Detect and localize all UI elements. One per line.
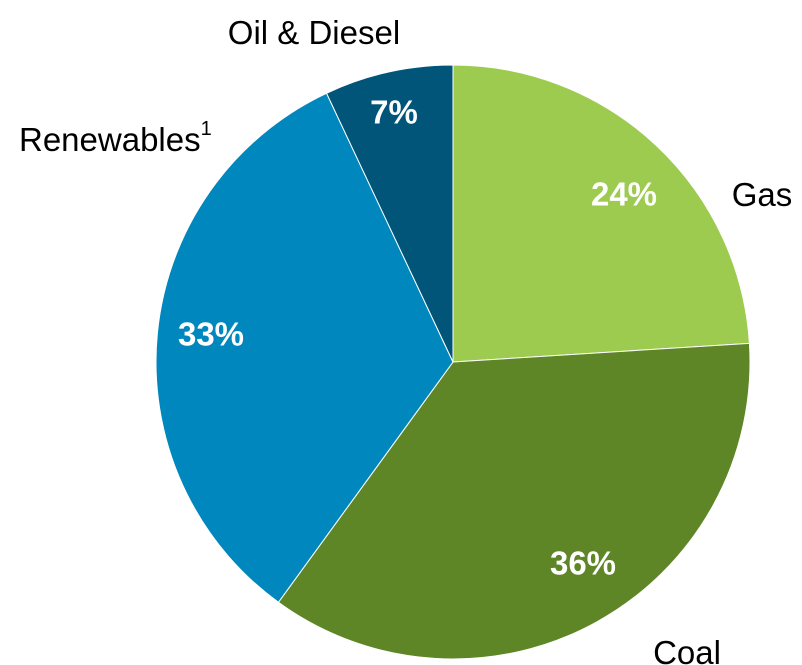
footnote-marker: 1 — [201, 118, 212, 140]
value-label-renewables: 33% — [178, 316, 244, 353]
category-label-text: Gas — [732, 176, 793, 213]
category-label-text: Renewables — [19, 121, 201, 158]
category-label-text: Coal — [653, 634, 721, 665]
category-label-coal: Coal — [653, 634, 721, 665]
pie-slice-oil-diesel — [325, 64, 454, 363]
value-label-oil-diesel: 7% — [370, 94, 418, 131]
value-label-gas: 24% — [591, 176, 657, 213]
value-label-coal: 36% — [550, 545, 616, 582]
category-label-gas: Gas — [732, 176, 793, 213]
category-label-oil-diesel: Oil & Diesel — [228, 14, 400, 51]
category-label-renewables: Renewables1 — [19, 118, 212, 157]
pie-slice-gas — [452, 64, 750, 363]
pie-slice-renewables — [155, 92, 454, 603]
pie-slice-coal — [277, 342, 751, 660]
category-label-text: Oil & Diesel — [228, 14, 400, 51]
